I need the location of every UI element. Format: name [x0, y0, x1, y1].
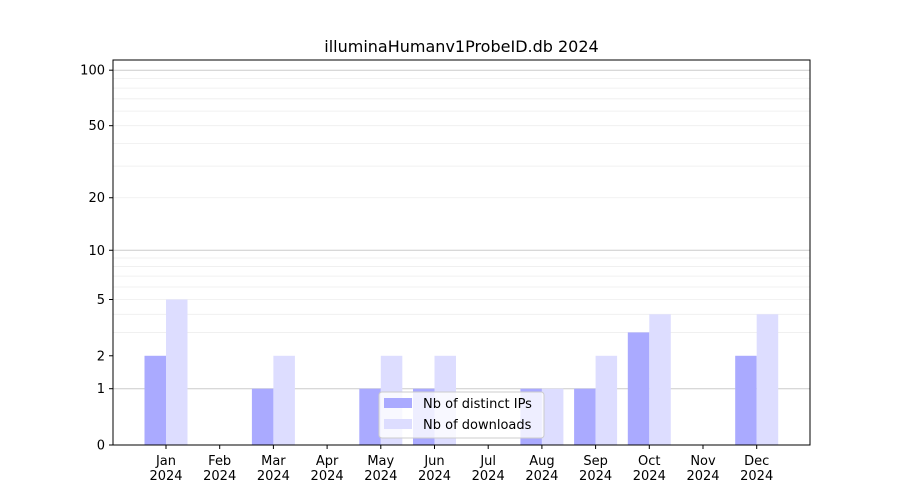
legend: Nb of distinct IPs Nb of downloads — [378, 391, 545, 439]
x-tick-label: 2024 — [418, 469, 451, 484]
bar-ips — [574, 388, 596, 445]
x-tick-label: 2024 — [311, 469, 344, 484]
x-tick-label: Apr — [316, 454, 339, 469]
chart-title: illuminaHumanv1ProbeID.db 2024 — [324, 37, 598, 56]
legend-swatch — [384, 419, 412, 429]
x-tick-label: Oct — [638, 454, 660, 469]
x-tick-label: 2024 — [257, 469, 290, 484]
y-tick-label: 1 — [97, 382, 105, 397]
x-tick-label: Jan — [155, 454, 176, 469]
y-tick-label: 20 — [88, 191, 105, 206]
y-tick-label: 50 — [88, 119, 105, 134]
bar-ips — [359, 388, 381, 445]
x-tick-label: Feb — [208, 454, 231, 469]
x-tick-label: Jul — [479, 454, 496, 469]
legend-label: Nb of downloads — [423, 418, 532, 433]
y-tick-label: 100 — [80, 64, 105, 79]
bar-downloads — [649, 314, 671, 445]
x-tick-label: Aug — [529, 454, 554, 469]
y-tick-label: 2 — [97, 349, 105, 364]
x-tick-label: 2024 — [740, 469, 773, 484]
bar-downloads — [595, 355, 618, 445]
x-tick-label: 2024 — [472, 469, 505, 484]
x-tick-label: Jun — [423, 454, 444, 469]
x-tick-label: 2024 — [364, 469, 397, 484]
bar-ips — [735, 355, 757, 445]
x-tick-label: 2024 — [633, 469, 666, 484]
bar-downloads — [166, 299, 188, 445]
bar-ips — [144, 355, 166, 445]
y-tick-label: 0 — [97, 439, 105, 454]
x-tick-label: 2024 — [579, 469, 612, 484]
legend-swatch — [384, 398, 412, 408]
x-tick-label: 2024 — [525, 469, 558, 484]
x-tick-label: 2024 — [149, 469, 182, 484]
y-tick-label: 5 — [97, 293, 105, 308]
y-tick-label: 10 — [88, 244, 105, 259]
x-tick-label: May — [367, 454, 394, 469]
bar-downloads — [273, 355, 295, 445]
legend-box — [378, 391, 545, 439]
bar-downloads — [541, 388, 564, 445]
legend-label: Nb of distinct IPs — [423, 397, 532, 412]
x-tick-label: Mar — [261, 454, 286, 469]
x-tick-label: Dec — [744, 454, 769, 469]
x-tick-label: Sep — [583, 454, 608, 469]
bar-ips — [251, 388, 274, 445]
x-tick-label: 2024 — [686, 469, 719, 484]
x-tick-label: Nov — [690, 454, 716, 469]
x-tick-label: 2024 — [203, 469, 236, 484]
bar-ips — [627, 332, 650, 445]
plot-frame — [112, 59, 811, 446]
bar-downloads — [756, 314, 779, 445]
